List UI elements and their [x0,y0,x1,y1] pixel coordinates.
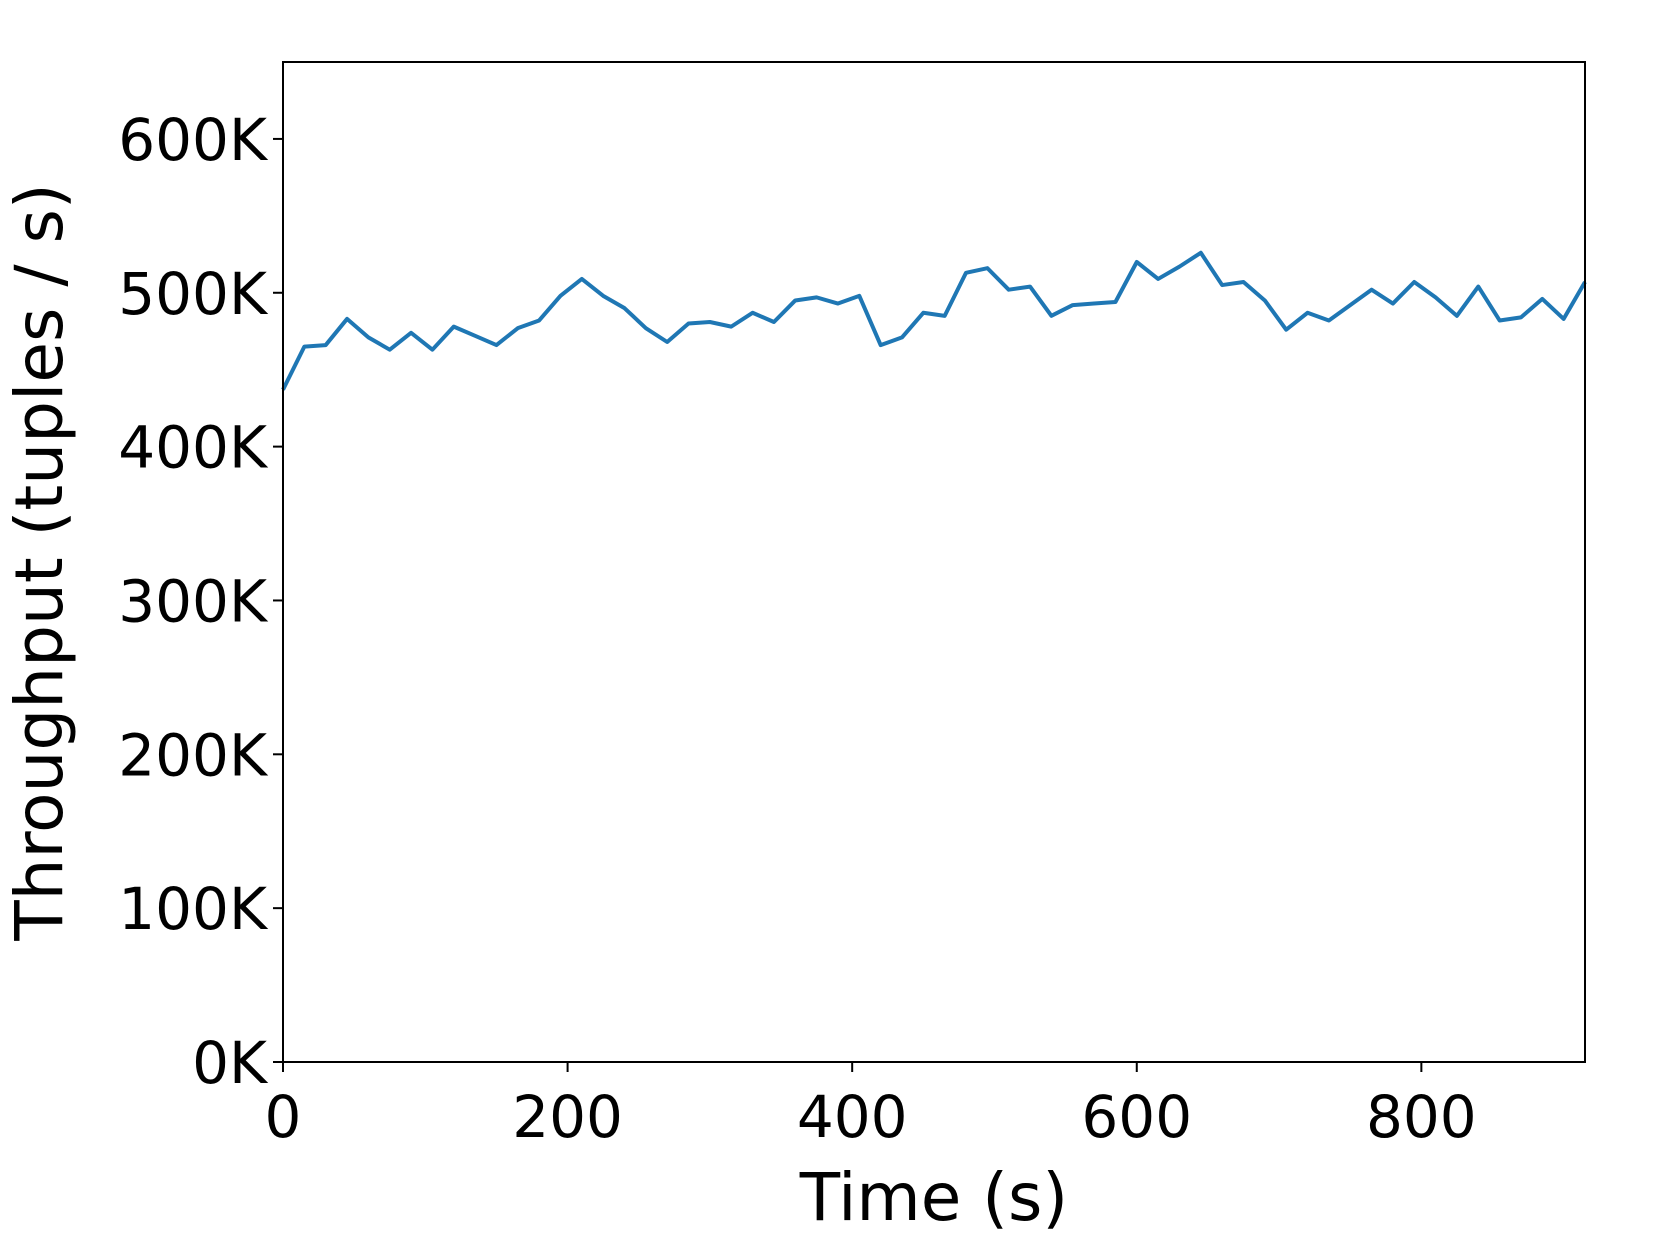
x-tick-label: 400 [797,1083,908,1151]
x-tick-label: 800 [1366,1083,1477,1151]
y-tick-label: 600K [118,106,269,174]
y-tick-label: 100K [118,875,269,943]
plot-frame [282,61,1586,1063]
y-tick-label: 0K [192,1029,269,1097]
y-tick-label: 200K [118,721,269,789]
y-tick-label: 400K [118,414,269,482]
y-tick-label: 500K [118,260,269,328]
y-tick-label: 300K [118,567,269,635]
y-axis-label: Throughput (tuples / s) [1,183,78,941]
x-tick-label: 0 [265,1083,302,1151]
x-axis-label: Time (s) [799,1159,1068,1236]
x-tick-label: 200 [512,1083,623,1151]
x-tick-label: 600 [1081,1083,1192,1151]
line-series [281,250,1587,391]
